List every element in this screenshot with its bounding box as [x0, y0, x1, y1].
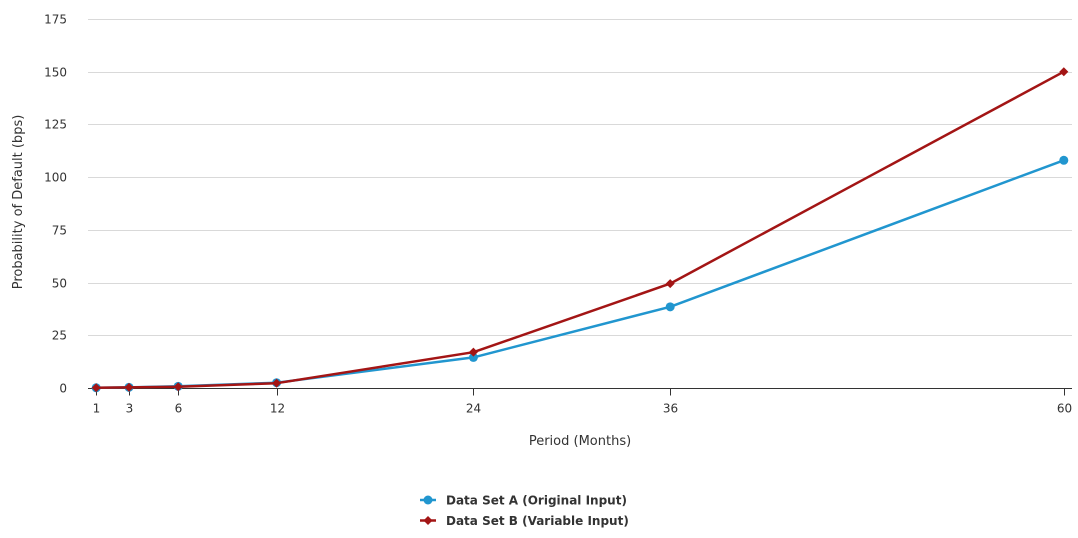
series-line [96, 70, 1065, 390]
data-point[interactable] [124, 382, 134, 392]
x-tick-label: 24 [466, 402, 481, 416]
y-tick-label: 100 [44, 171, 67, 185]
x-tick-label: 12 [270, 402, 285, 416]
data-point[interactable] [468, 352, 478, 362]
data-point[interactable] [665, 279, 675, 289]
data-point[interactable] [91, 383, 101, 393]
legend-item[interactable]: Data Set A (Original Input) [420, 494, 627, 508]
x-tick-label: 60 [1057, 402, 1072, 416]
legend-label: Data Set B (Variable Input) [446, 514, 629, 528]
data-point[interactable] [468, 347, 478, 357]
data-point[interactable] [1059, 155, 1069, 165]
data-point[interactable] [665, 302, 675, 312]
y-axis-title: Probability of Default (bps) [11, 115, 26, 290]
y-tick-label: 50 [52, 277, 67, 291]
legend-marker [423, 516, 433, 525]
y-tick-label: 125 [44, 118, 67, 132]
legend-label: Data Set A (Original Input) [446, 494, 627, 508]
y-tick-label: 175 [44, 13, 67, 27]
legend: Data Set A (Original Input) Data Set B (V… [420, 494, 629, 528]
x-tick-label: 1 [93, 402, 101, 416]
legend-marker [423, 495, 433, 505]
x-tick-label: 6 [175, 402, 183, 416]
legend-item[interactable]: Data Set B (Variable Input) [420, 514, 629, 528]
data-point[interactable] [173, 382, 183, 392]
series-line [96, 159, 1065, 390]
x-axis-title: Period (Months) [529, 434, 631, 449]
y-tick-label: 75 [52, 224, 67, 238]
series-layer [91, 67, 1069, 393]
data-point[interactable] [1059, 67, 1069, 77]
y-tick-label: 150 [44, 66, 67, 80]
x-tick-label: 3 [126, 402, 134, 416]
x-tick-label: 36 [663, 402, 678, 416]
y-tick-label: 0 [59, 382, 67, 396]
y-tick-label: 25 [52, 329, 67, 343]
data-point[interactable] [272, 378, 282, 388]
gridlines [88, 19, 1072, 336]
